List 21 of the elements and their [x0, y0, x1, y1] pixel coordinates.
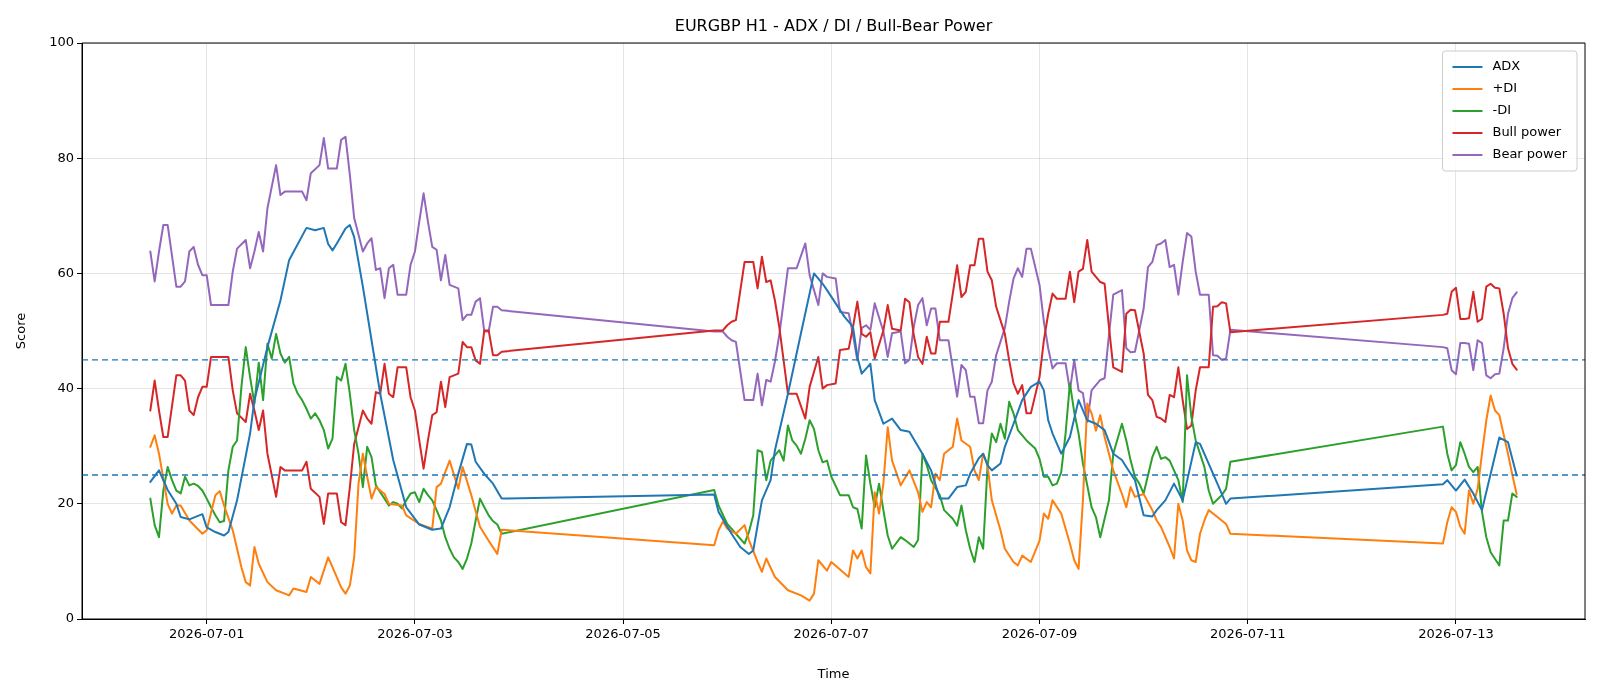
x-tick-label: 2026-07-09 — [1001, 626, 1078, 642]
x-tick-label: 2026-07-03 — [377, 626, 453, 642]
x-tick-label: 2026-07-05 — [585, 626, 661, 642]
x-tick-label: 2026-07-07 — [793, 626, 870, 642]
legend-label: Bull power — [1492, 124, 1562, 140]
x-tick-label: 2026-07-13 — [1418, 626, 1494, 642]
legend-label: Bear power — [1492, 146, 1568, 162]
x-tick-label: 2026-07-01 — [168, 626, 245, 642]
x-tick-label: 2026-07-11 — [1209, 626, 1286, 642]
y-tick-label: 100 — [49, 34, 74, 50]
y-axis-title: Score — [13, 312, 29, 350]
chart-title: EURGBP H1 - ADX / DI / Bull-Bear Power — [674, 16, 993, 36]
y-tick-label: 40 — [57, 379, 74, 395]
y-tick-label: 0 — [65, 610, 74, 626]
legend-label: ADX — [1492, 58, 1521, 74]
legend-label: +DI — [1492, 80, 1518, 96]
y-tick-label: 20 — [57, 495, 74, 511]
x-axis-title: Time — [816, 665, 850, 681]
legend-label: -DI — [1492, 102, 1512, 118]
y-tick-label: 80 — [57, 149, 74, 165]
y-tick-label: 60 — [57, 264, 74, 280]
